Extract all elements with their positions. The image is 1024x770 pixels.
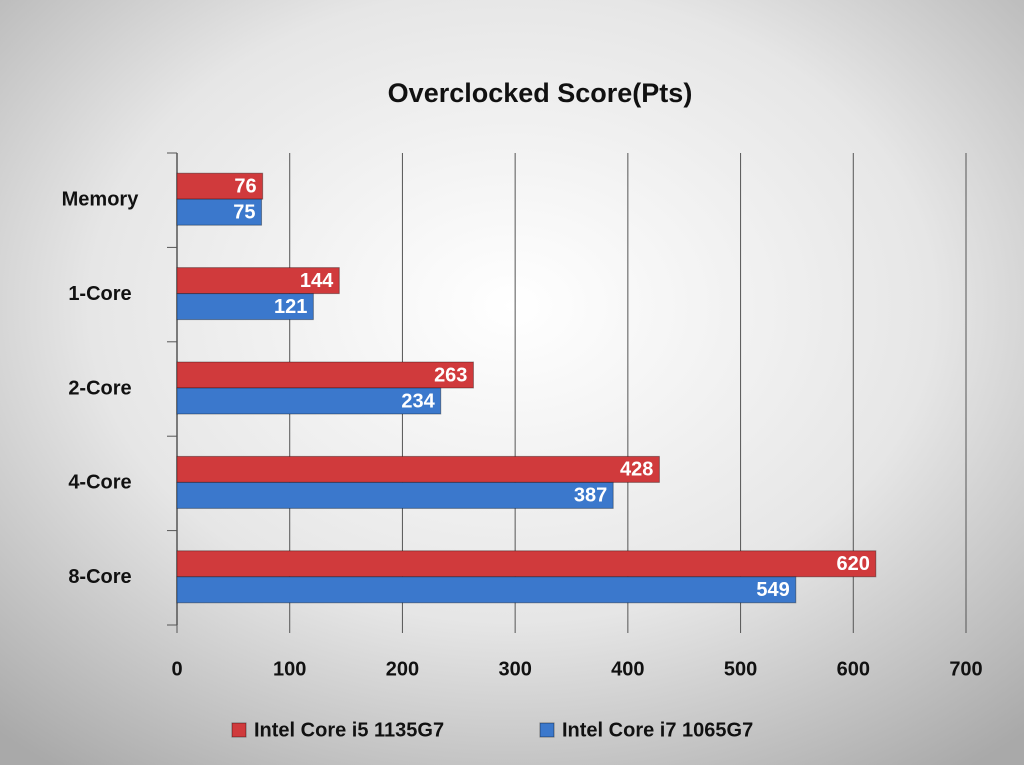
bar: [176, 387, 442, 415]
x-tick-label: 200: [386, 658, 419, 680]
value-label: 387: [574, 485, 607, 507]
bar: [176, 293, 314, 321]
chart-title: Overclocked Score(Pts): [388, 78, 693, 108]
bar: [176, 481, 614, 509]
y-tick-label: 8-Core: [68, 566, 131, 588]
x-tick-label: 400: [611, 658, 644, 680]
x-tick-label: 0: [171, 658, 182, 680]
legend-label: Intel Core i5 1135G7: [254, 719, 444, 741]
bar: [176, 361, 474, 389]
bar: [176, 550, 877, 578]
y-tick-label: 4-Core: [68, 472, 131, 494]
y-tick-label: 1-Core: [68, 283, 131, 305]
bar: [176, 198, 263, 226]
value-label: 76: [234, 175, 256, 197]
bar: [176, 576, 797, 604]
legend-swatch: [231, 722, 247, 738]
bar: [176, 455, 660, 483]
x-tick-label: 500: [724, 658, 757, 680]
value-label: 144: [300, 270, 334, 292]
legend-swatch: [539, 722, 555, 738]
legend-label: Intel Core i7 1065G7: [562, 719, 753, 741]
bar: [176, 172, 264, 200]
value-label: 263: [434, 364, 467, 386]
x-tick-label: 300: [498, 658, 531, 680]
value-label: 121: [274, 296, 307, 318]
x-tick-label: 700: [949, 658, 982, 680]
y-tick-label: 2-Core: [68, 377, 131, 399]
value-label: 549: [756, 579, 789, 601]
bar: [176, 267, 340, 295]
value-label: 428: [620, 459, 653, 481]
value-label: 75: [233, 201, 255, 223]
value-label: 234: [401, 390, 435, 412]
y-tick-label: Memory: [62, 188, 140, 210]
x-tick-label: 100: [273, 658, 306, 680]
value-label: 620: [836, 553, 869, 575]
x-tick-label: 600: [837, 658, 870, 680]
